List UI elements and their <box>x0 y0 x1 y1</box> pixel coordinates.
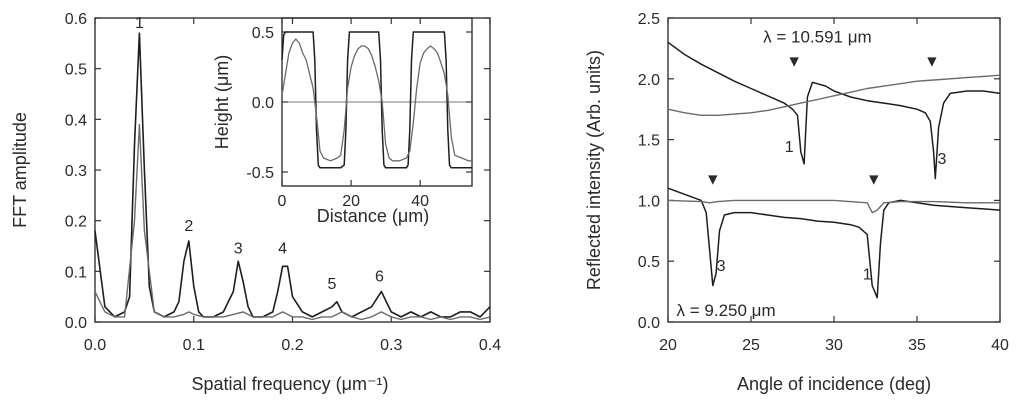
inset-x-axis-title: Distance (μm) <box>317 206 429 226</box>
fft-y-tick-label: 0.4 <box>65 112 87 129</box>
fft-y-tick-label: 0.2 <box>65 214 87 231</box>
refl-wavelength-label: λ = 10.591 μm <box>763 27 872 46</box>
refl-order-label: 1 <box>785 139 794 156</box>
refl-x-tick-label: 25 <box>742 337 760 354</box>
refl-series-line-1 <box>667 41 1001 180</box>
fft-y-tick-label: 0.1 <box>65 264 87 281</box>
fft-x-axis-title: Spatial frequency (μm⁻¹) <box>192 374 389 394</box>
fft-y-tick-label: 0.3 <box>65 163 87 180</box>
refl-y-tick-label: 0.0 <box>638 315 660 332</box>
refl-dip-marker: ▼ <box>866 172 882 189</box>
refl-y-tick-label: 2.0 <box>638 72 660 89</box>
fft-order-label: 6 <box>375 268 384 285</box>
refl-series-line-2 <box>667 74 1001 117</box>
inset-x-tick-label: 40 <box>411 193 429 210</box>
fft-x-tick-label: 0.3 <box>380 337 402 354</box>
fft-order-label: 4 <box>278 241 287 258</box>
refl-wavelength-label: λ = 9.250 μm <box>677 301 776 320</box>
refl-series-line-4 <box>667 199 1000 214</box>
inset-x-tick-label: 0 <box>278 193 287 210</box>
refl-dip-marker: ▼ <box>786 54 802 71</box>
refl-order-label: 1 <box>863 266 872 283</box>
fft-x-tick-label: 0.4 <box>479 337 501 354</box>
refl-plot-frame <box>667 17 1001 323</box>
refl-y-tick-label: 0.5 <box>638 254 660 271</box>
inset-y-tick-label: -0.5 <box>246 165 274 182</box>
refl-y-axis-title: Reflected intensity (Arb. units) <box>584 50 604 290</box>
fft-plot-frame <box>94 17 491 323</box>
refl-order-label: 3 <box>937 151 946 168</box>
refl-dip-marker: ▼ <box>705 172 721 189</box>
fft-y-axis-title: FFT amplitude <box>10 112 30 228</box>
refl-order-label: 3 <box>717 258 726 275</box>
refl-x-tick-label: 20 <box>659 337 677 354</box>
fft-y-tick-label: 0.5 <box>65 62 87 79</box>
inset-y-axis-title: Height (μm) <box>212 55 232 149</box>
reflectivity-chart: 20 25 30 35 40 0.0 0.5 1.0 1.5 2.0 2.5 Angle of inc… <box>584 11 1009 394</box>
fft-order-label: 3 <box>234 241 243 258</box>
refl-dip-marker: ▼ <box>924 54 940 71</box>
fft-order-label: 1 <box>135 15 144 32</box>
fft-x-tick-label: 0.2 <box>281 337 303 354</box>
fft-order-label: 5 <box>328 276 337 293</box>
refl-y-tick-label: 1.5 <box>638 133 660 150</box>
refl-x-axis-title: Angle of incidence (deg) <box>737 374 931 394</box>
fft-y-tick-label: 0.0 <box>65 315 87 332</box>
refl-x-tick-label: 40 <box>991 337 1009 354</box>
refl-y-tick-label: 1.0 <box>638 193 660 210</box>
fft-y-tick-label: 0.6 <box>65 11 87 28</box>
inset-x-tick-label: 20 <box>342 193 360 210</box>
refl-y-tick-label: 2.5 <box>638 11 660 28</box>
inset-y-tick-label: 0.0 <box>252 95 274 112</box>
fft-x-tick-label: 0.1 <box>183 337 205 354</box>
refl-x-tick-label: 30 <box>825 337 843 354</box>
fft-order-label: 2 <box>184 218 193 235</box>
refl-series-line-3 <box>667 187 1001 299</box>
height-profile-inset: 0 20 40 -0.5 0.0 0.5 Distance (μm) Height (μm) <box>212 17 473 226</box>
inset-series-line-2 <box>281 38 472 162</box>
refl-x-tick-label: 35 <box>908 337 926 354</box>
inset-y-tick-label: 0.5 <box>252 25 274 42</box>
fft-series-line-1 <box>94 32 491 318</box>
fft-series-line-2 <box>94 123 491 321</box>
fft-chart: 0.0 0.1 0.2 0.3 0.4 0.0 0.1 0.2 0.3 0.4 0.5 0.6 Spat… <box>10 11 501 394</box>
inset-series-line-1 <box>281 31 472 169</box>
fft-x-tick-label: 0.0 <box>84 337 106 354</box>
